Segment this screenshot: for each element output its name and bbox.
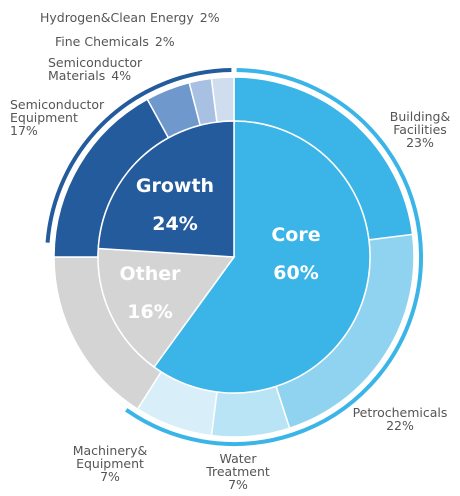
outer-label: Petrochemicals 22% [353,405,448,433]
outer-value-label: 7% [228,477,248,492]
outer-label-line: Equipment [76,456,144,471]
outer-label: Hydrogen&Clean Energy 2% [40,10,220,25]
outer-label-line: Machinery& [73,443,148,458]
outer-label-line: Hydrogen&Clean Energy [40,10,194,25]
inner-label: Other [119,263,181,285]
outer-label-line: Semiconductor [48,55,143,70]
outer-label: Building& Facilities 23% [390,109,451,150]
inner-segment [97,247,236,369]
outer-value-label: 23% [406,135,434,150]
outer-label-line: Building& [390,109,451,124]
outer-label-line: Equipment [10,110,78,125]
outer-value-label: 7% [100,469,120,484]
outer-label-line: Semiconductor [10,97,105,112]
inner-value-label: 60% [273,262,318,284]
group-outline [45,68,232,243]
outer-label: Semiconductor Materials 4% [48,55,143,83]
inner-label: Core [271,224,320,246]
outer-value-label: 22% [386,418,414,433]
outer-label: Water Treatment 7% [205,451,270,492]
outer-label-line: Treatment [205,464,270,479]
outer-value-label: 2% [200,10,220,25]
outer-label-line: Materials [48,68,105,83]
outer-value-label: 17% [10,123,38,138]
outer-label-line: Facilities [393,122,447,137]
inner-segment [153,120,371,394]
inner-value-label: 16% [127,301,172,323]
outer-value-label: 2% [155,34,175,49]
group-outline [125,68,423,446]
outer-label: Semiconductor Equipment 17% [10,97,105,138]
outer-label: Fine Chemicals 2% [55,34,175,49]
outer-segment [210,385,291,438]
outer-value-label: 4% [111,68,131,83]
outer-label-line: Fine Chemicals [55,34,149,49]
inner-segment [97,120,235,258]
inner-value-label: 24% [152,213,197,235]
inner-label: Growth [136,175,214,197]
outer-label-line: Water [220,451,258,466]
outer-label-line: Petrochemicals [353,405,448,420]
outer-label: Machinery& Equipment 7% [73,443,148,484]
